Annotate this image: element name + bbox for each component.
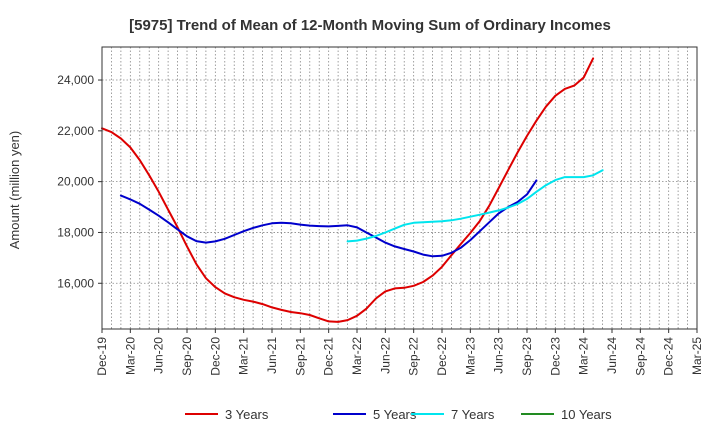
x-tick-label: Sep-20 — [180, 337, 194, 376]
x-tick-label: Dec-21 — [322, 337, 336, 376]
legend: 3 Years 5 Years 7 Years 10 Years — [185, 407, 612, 422]
x-tick-label: Mar-25 — [690, 337, 704, 375]
plot-frame — [101, 46, 698, 330]
x-tick-label: Sep-23 — [520, 337, 534, 376]
legend-label: 3 Years — [225, 407, 269, 422]
x-tick-label: Jun-22 — [378, 337, 392, 374]
x-tick-label: Dec-24 — [662, 337, 676, 376]
x-tick-label: Mar-24 — [577, 337, 591, 375]
x-tick-label: Mar-23 — [463, 337, 477, 375]
chart-title: [5975] Trend of Mean of 12-Month Moving … — [129, 17, 611, 34]
y-tick-label: 22,000 — [57, 124, 94, 138]
y-axis-label: Amount (million yen) — [7, 131, 22, 250]
x-tick-label: Mar-21 — [237, 337, 251, 375]
x-tick-label: Sep-22 — [407, 337, 421, 376]
x-tick-label: Sep-21 — [293, 337, 307, 376]
plot-area — [102, 47, 697, 329]
y-axis-ticks: 16,000 18,000 20,000 22,000 24,000 — [57, 73, 102, 290]
series-line-3-years — [101, 57, 595, 323]
legend-label: 5 Years — [373, 407, 417, 422]
x-tick-label: Dec-19 — [95, 337, 109, 376]
x-tick-label: Dec-22 — [435, 337, 449, 376]
series-line-5-years — [119, 179, 538, 258]
x-tick-label: Dec-23 — [548, 337, 562, 376]
series-lines — [101, 57, 604, 323]
x-axis-ticks: Dec-19 Mar-20 Jun-20 Sep-20 Dec-20 Mar-21 Jun-… — [95, 329, 704, 376]
x-tick-label: Mar-22 — [350, 337, 364, 375]
x-tick-label: Jun-21 — [265, 337, 279, 374]
y-tick-label: 18,000 — [57, 225, 94, 239]
x-tick-label: Jun-20 — [152, 337, 166, 374]
x-tick-label: Sep-24 — [633, 337, 647, 376]
series-line-7-years — [346, 169, 604, 243]
x-tick-label: Jun-23 — [492, 337, 506, 374]
y-tick-label: 20,000 — [57, 175, 94, 189]
grid-lines — [102, 47, 697, 329]
y-tick-label: 24,000 — [57, 73, 94, 87]
legend-label: 7 Years — [451, 407, 495, 422]
x-tick-label: Mar-20 — [123, 337, 137, 375]
x-tick-label: Dec-20 — [208, 337, 222, 376]
legend-label: 10 Years — [561, 407, 612, 422]
x-tick-label: Jun-24 — [605, 337, 619, 374]
y-tick-label: 16,000 — [57, 276, 94, 290]
